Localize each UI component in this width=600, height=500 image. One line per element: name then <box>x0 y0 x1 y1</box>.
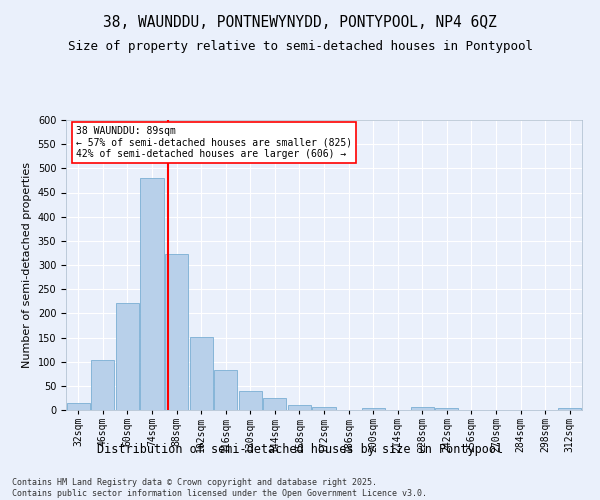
Text: 38, WAUNDDU, PONTNEWYNYDD, PONTYPOOL, NP4 6QZ: 38, WAUNDDU, PONTNEWYNYDD, PONTYPOOL, NP… <box>103 15 497 30</box>
Text: 38 WAUNDDU: 89sqm
← 57% of semi-detached houses are smaller (825)
42% of semi-de: 38 WAUNDDU: 89sqm ← 57% of semi-detached… <box>76 126 352 159</box>
Bar <box>288 405 311 410</box>
Y-axis label: Number of semi-detached properties: Number of semi-detached properties <box>22 162 32 368</box>
Bar <box>263 398 286 410</box>
Bar <box>91 360 115 410</box>
Bar <box>116 303 139 410</box>
Bar <box>214 370 237 410</box>
Bar <box>67 403 90 410</box>
Bar <box>362 408 385 410</box>
Text: Contains HM Land Registry data © Crown copyright and database right 2025.
Contai: Contains HM Land Registry data © Crown c… <box>12 478 427 498</box>
Bar <box>239 391 262 410</box>
Bar <box>313 406 335 410</box>
Bar <box>165 254 188 410</box>
Text: Size of property relative to semi-detached houses in Pontypool: Size of property relative to semi-detach… <box>67 40 533 53</box>
Bar <box>140 178 164 410</box>
Bar <box>411 407 434 410</box>
Bar <box>558 408 581 410</box>
Bar <box>435 408 458 410</box>
Bar <box>190 337 213 410</box>
Text: Distribution of semi-detached houses by size in Pontypool: Distribution of semi-detached houses by … <box>97 442 503 456</box>
